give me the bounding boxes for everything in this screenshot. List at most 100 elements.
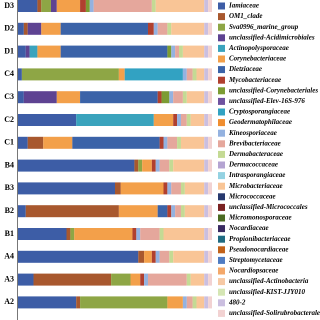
legend-swatch xyxy=(218,140,225,148)
legend-label: Streptomycetaceae xyxy=(229,256,283,264)
bar-segment xyxy=(134,159,139,172)
bar-segment xyxy=(157,22,168,35)
bar-segment xyxy=(151,159,156,172)
bar-segment xyxy=(153,114,174,126)
bar-segment xyxy=(41,22,61,35)
legend-label: Corynebacteriaceae xyxy=(229,55,286,63)
bar-segment xyxy=(180,205,185,218)
y-tick-label: C1 xyxy=(4,138,14,147)
bar-segment xyxy=(177,136,181,149)
bar-segment xyxy=(18,45,26,58)
legend-label: unclassified-KIST-JJY010 xyxy=(229,288,305,296)
bar-segment xyxy=(157,205,168,218)
legend-label: Intrasporangiaceae xyxy=(228,171,285,179)
bar-segment xyxy=(56,0,81,12)
legend-label: Dermabacteraceae xyxy=(228,150,283,158)
bar-segment xyxy=(151,0,156,12)
bar-segment xyxy=(186,91,205,104)
legend-label: Kineosporiaceae xyxy=(228,129,277,137)
bar-segment xyxy=(186,296,193,309)
legend-swatch xyxy=(218,87,225,95)
bar-segment xyxy=(196,296,205,309)
y-tick-label: B3 xyxy=(5,183,14,192)
bar-segment xyxy=(80,296,168,309)
bar-segment xyxy=(70,228,75,240)
bar-segment xyxy=(18,182,115,195)
bar-segment xyxy=(204,45,209,58)
legend-swatch xyxy=(218,182,225,190)
legend-label: Brevibacteriaceae xyxy=(228,139,281,147)
y-tick-label: B1 xyxy=(5,229,14,238)
bar-segment xyxy=(130,273,141,286)
bar-segment xyxy=(23,91,57,104)
legend-swatch xyxy=(218,225,225,233)
bar-segment xyxy=(18,205,26,218)
bar-segment xyxy=(159,136,164,149)
bar-segment xyxy=(204,136,209,149)
bar-segment xyxy=(140,273,145,286)
legend-label: OM1_clade xyxy=(229,12,262,20)
legend-label: Micrococcaceae xyxy=(228,192,276,200)
bar-segment xyxy=(155,0,205,12)
bar-segment xyxy=(204,228,209,240)
bar-segment xyxy=(18,68,22,81)
legend-label: Microbacteriaceae xyxy=(228,182,283,190)
bar-segment xyxy=(182,45,205,58)
y-tick-label: B2 xyxy=(5,206,14,215)
legend-label: Propionibacteriaceae xyxy=(229,235,290,243)
bar-segment xyxy=(177,114,181,126)
bar-segment xyxy=(144,273,148,286)
bar-segment xyxy=(18,159,135,172)
bar-segment xyxy=(208,228,212,240)
legend-label: unclassified-Acidimicrobiales xyxy=(229,33,315,41)
legend-swatch xyxy=(218,172,225,180)
bar-segment xyxy=(18,22,24,35)
bar-segment xyxy=(60,45,168,58)
legend-swatch xyxy=(218,129,225,137)
legend-label: Sva0996_marine_group xyxy=(229,23,299,31)
bar-segment xyxy=(163,228,205,240)
bar-segment xyxy=(184,182,205,195)
bar-segment xyxy=(169,159,174,172)
bar-segment xyxy=(180,182,185,195)
bar-segment xyxy=(37,45,61,58)
bar-segment xyxy=(155,250,160,263)
y-tick-label: D1 xyxy=(4,46,14,55)
bar-segment xyxy=(186,68,193,81)
bar-segment xyxy=(85,0,90,12)
bar-segment xyxy=(175,45,180,58)
bar-segment xyxy=(159,228,164,240)
legend-swatch xyxy=(218,55,225,63)
bar-segment xyxy=(56,91,81,104)
legend-label: unclassified-Solirubrobacterales xyxy=(229,309,320,317)
bar-segment xyxy=(204,0,209,12)
y-tick-label: A4 xyxy=(4,252,14,261)
legend-swatch xyxy=(218,2,225,10)
bar-segment xyxy=(111,273,131,286)
bar-segment xyxy=(29,45,38,58)
bar-segment xyxy=(142,159,152,172)
bar-segment xyxy=(208,45,212,58)
legend-label: Micromonosporaceae xyxy=(228,214,292,222)
legend-label: Dietziaceae xyxy=(228,65,262,73)
bar-segment xyxy=(151,250,156,263)
bar-segment xyxy=(155,159,160,172)
bar-segment xyxy=(167,22,172,35)
bar-segment xyxy=(18,136,28,149)
bar-segment xyxy=(204,91,209,104)
bar-segment xyxy=(157,91,162,104)
bar-segment xyxy=(37,0,42,12)
legend-label: Nocardiaceae xyxy=(228,224,269,232)
bar-segment xyxy=(186,273,191,286)
bar-segment xyxy=(173,91,183,104)
bar-segment xyxy=(41,0,51,12)
legend-label: Nocardiopsaceae xyxy=(228,267,278,275)
bar-segment xyxy=(66,228,71,240)
legend-swatch xyxy=(218,161,225,169)
bar-segment xyxy=(208,250,212,263)
bar-segment xyxy=(182,296,187,309)
bar-segment xyxy=(18,0,38,12)
y-tick-label: C3 xyxy=(4,92,14,101)
bar-segment xyxy=(171,22,205,35)
bar-segment xyxy=(204,114,209,126)
